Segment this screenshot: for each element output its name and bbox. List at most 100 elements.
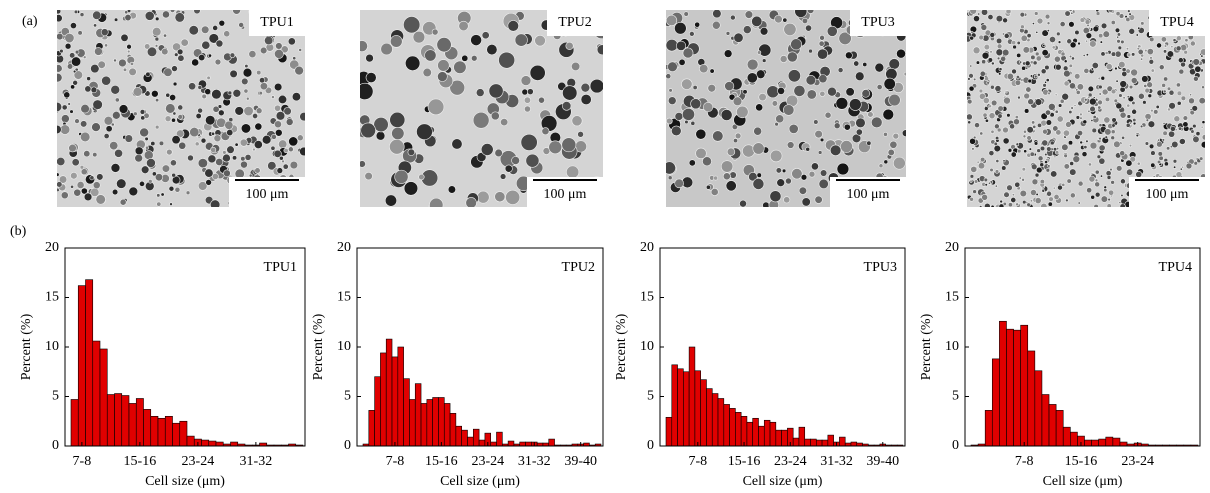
cell [1011, 193, 1015, 197]
cell [1081, 151, 1088, 158]
bar [781, 429, 788, 447]
cell [1001, 32, 1006, 36]
cell [1063, 153, 1068, 158]
cell [57, 64, 63, 73]
cell [1065, 198, 1069, 203]
cell [240, 156, 246, 162]
cell [1118, 13, 1125, 19]
cell [524, 105, 531, 113]
cell [274, 104, 282, 112]
cell [999, 199, 1003, 204]
cell [682, 107, 695, 121]
cell [1021, 65, 1027, 71]
cell [1068, 110, 1073, 115]
cell [70, 22, 77, 30]
cell [666, 14, 678, 26]
cell [1172, 38, 1177, 43]
cell [188, 82, 197, 91]
scale-box [1129, 177, 1205, 207]
cell [1125, 47, 1130, 51]
bar [815, 439, 823, 447]
bar [507, 440, 515, 447]
cell [1031, 163, 1038, 170]
cell [253, 140, 263, 149]
cell [201, 93, 207, 100]
cell [970, 30, 974, 34]
cell [1071, 56, 1075, 61]
cell [705, 184, 711, 190]
cell [520, 75, 532, 86]
cell [226, 129, 234, 137]
cell [375, 131, 386, 141]
cell [298, 48, 303, 52]
bar [839, 436, 846, 447]
cell [252, 113, 259, 119]
cell [252, 147, 256, 152]
bar [1041, 394, 1050, 447]
cell [1086, 187, 1093, 194]
cell [470, 34, 482, 46]
cell [1144, 141, 1150, 146]
cell [836, 162, 850, 176]
cell [746, 58, 759, 71]
bar [821, 439, 829, 447]
cell [994, 123, 1000, 130]
cell [1044, 160, 1048, 164]
cell [449, 79, 466, 96]
cell [1059, 21, 1066, 28]
x-tick-label: 15-16 [1065, 454, 1098, 469]
cell [57, 10, 62, 15]
cell [1034, 172, 1040, 178]
cell [1111, 117, 1117, 123]
cell [1070, 106, 1074, 110]
cell [978, 92, 986, 100]
cell [1088, 175, 1096, 183]
cell [1082, 119, 1088, 125]
cell [982, 97, 990, 104]
bar [1070, 431, 1078, 447]
bar [1112, 437, 1121, 447]
cell [1107, 197, 1111, 202]
cell [998, 203, 1005, 207]
cell [1166, 86, 1172, 91]
cell [1173, 165, 1177, 169]
bar [850, 441, 858, 447]
y-axis-label: Percent (%) [614, 313, 629, 380]
cell [1017, 95, 1021, 100]
cell [986, 81, 990, 85]
cell [407, 148, 415, 156]
cell [692, 85, 698, 90]
cell [1198, 97, 1205, 105]
cell [1092, 25, 1100, 33]
cell [57, 72, 63, 83]
cell [431, 28, 439, 36]
cell [1068, 63, 1073, 68]
cell [1119, 150, 1126, 157]
cell [1132, 121, 1137, 126]
x-tick-label: 23-24 [1121, 454, 1154, 469]
cell [155, 16, 160, 21]
cell [389, 111, 406, 128]
bar [179, 420, 188, 447]
cell [1054, 109, 1059, 114]
cell [1103, 188, 1108, 193]
cell [1177, 57, 1184, 64]
x-tick-label: 7-8 [386, 454, 405, 469]
cell [1027, 78, 1033, 84]
cell [968, 73, 974, 79]
cell [154, 36, 160, 42]
cell [80, 120, 88, 128]
cell [84, 85, 92, 93]
bar [438, 397, 445, 447]
cell [204, 168, 214, 178]
cell [451, 138, 463, 150]
cell [248, 173, 253, 178]
cell [500, 118, 509, 127]
cell [993, 141, 998, 146]
cell [776, 178, 785, 187]
cell [1041, 189, 1046, 193]
cell [1083, 67, 1090, 74]
cell [1200, 141, 1205, 149]
bar [472, 428, 480, 447]
cell [819, 169, 828, 177]
